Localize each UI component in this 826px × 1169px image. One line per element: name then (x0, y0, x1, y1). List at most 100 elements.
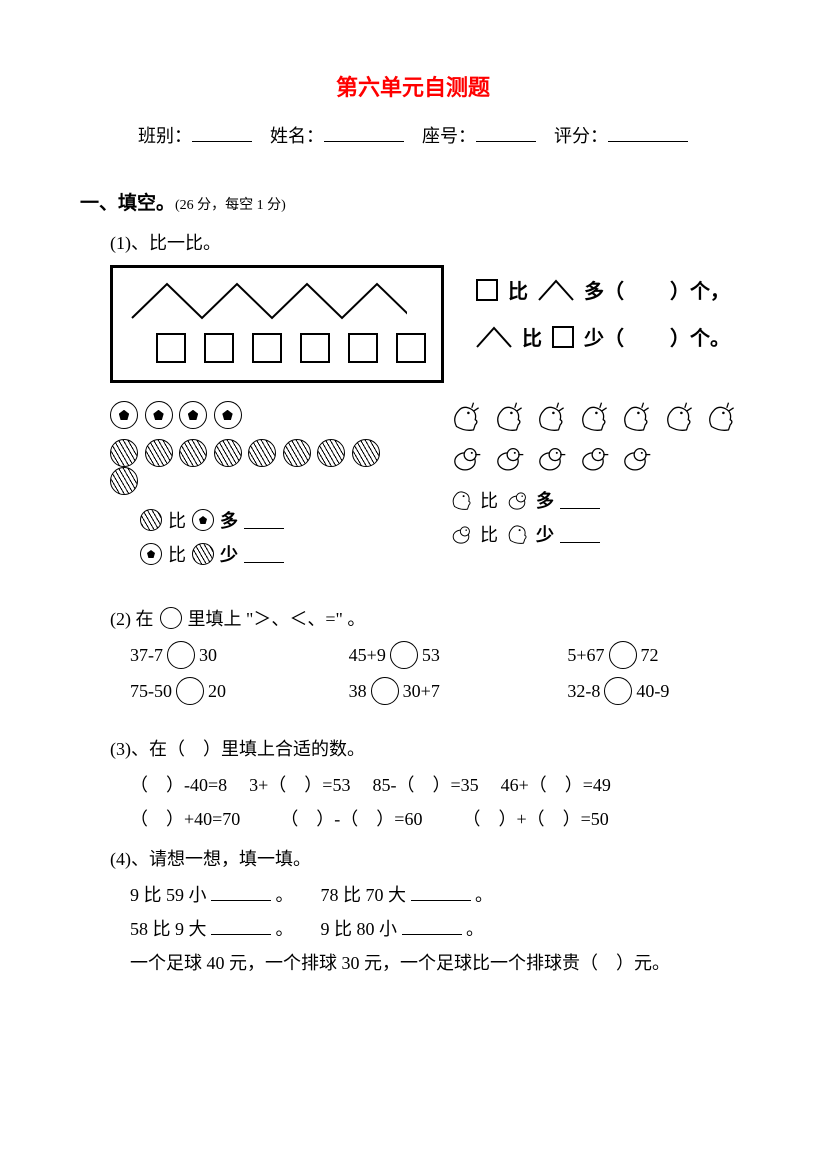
text: 78 比 70 大 (321, 885, 407, 905)
text: 。 (475, 885, 493, 905)
expr: 37-7 (130, 645, 163, 666)
hen-icon (661, 401, 695, 435)
circle-icon (160, 607, 182, 629)
text: 多 (220, 507, 238, 533)
triangle-row (127, 276, 427, 324)
volley-icon (110, 467, 138, 495)
volley-icon (214, 439, 242, 467)
q4-row3: 一个足球 40 元，一个排球 30 元，一个足球比一个排球贵（ ）元。 (130, 949, 746, 975)
blank[interactable] (211, 917, 271, 935)
blank[interactable] (402, 917, 462, 935)
q1-right-text: 比 多（ ）个， 比 少（ ）个。 (474, 265, 730, 351)
q1-l1-mid: 多（ (584, 275, 624, 304)
blank[interactable] (560, 491, 600, 509)
q3-label: (3)、在（ ）里填上合适的数。 (110, 735, 746, 761)
circle-blank[interactable] (604, 677, 632, 705)
squares-icon (127, 330, 427, 366)
circle-blank[interactable] (176, 677, 204, 705)
blank[interactable] (411, 883, 471, 901)
chick-icon (618, 441, 652, 475)
soccer-icon (192, 509, 214, 531)
blank[interactable] (244, 545, 284, 563)
q3-row1: （ ）-40=8 3+（ ）=53 85-（ ）=35 46+（ ）=49 (130, 771, 746, 797)
balls-column: 比 多 比 少 (110, 401, 408, 575)
student-info-row: 班别： 姓名： 座号： 评分： (80, 122, 746, 148)
chick-icon (576, 441, 610, 475)
seat-blank[interactable] (476, 124, 536, 142)
circle-blank[interactable] (390, 641, 418, 669)
chick-icon (448, 521, 474, 547)
blank[interactable] (244, 511, 284, 529)
q2-row2: 75-5020 3830+7 32-840-9 (130, 677, 746, 705)
q1-l2-pre: 比 (522, 322, 542, 351)
hen-icon (504, 521, 530, 547)
text: 比 (480, 521, 498, 547)
text: 。 (276, 919, 294, 939)
volley-icon (145, 439, 173, 467)
volley-row (110, 439, 408, 495)
soccer-icon (179, 401, 207, 429)
class-blank[interactable] (192, 124, 252, 142)
q1-compare-block: 比 多 比 少 (110, 401, 746, 575)
q4-row2: 58 比 9 大 。 9 比 80 小 。 (130, 915, 746, 941)
q2-row1: 37-730 45+953 5+6772 (130, 641, 746, 669)
volley-icon (179, 439, 207, 467)
text: 少 (220, 541, 238, 567)
triangle-icon (536, 277, 576, 303)
score-label: 评分： (554, 126, 608, 146)
text: 比 (168, 507, 186, 533)
text: 少 (536, 521, 554, 547)
circle-blank[interactable] (371, 677, 399, 705)
volley-icon (140, 509, 162, 531)
volley-icon (352, 439, 380, 467)
q4-row1: 9 比 59 小 。 78 比 70 大 。 (130, 881, 746, 907)
square-icon (550, 324, 576, 350)
circle-blank[interactable] (167, 641, 195, 669)
triangle-icon (474, 324, 514, 350)
chick-icon (504, 487, 530, 513)
hen-icon (703, 401, 737, 435)
expr: 75-50 (130, 681, 172, 702)
chick-icon (448, 441, 482, 475)
expr: 38 (349, 681, 367, 702)
section-1-title: 一、填空。 (80, 193, 175, 214)
expr: （ ）+40=70 (130, 805, 240, 831)
chick-icon (491, 441, 525, 475)
blank[interactable] (211, 883, 271, 901)
text: 9 比 59 小 (130, 885, 207, 905)
hen-icon (448, 401, 482, 435)
q2-label-text2: 里填上 "＞、＜、=" 。 (188, 605, 366, 631)
text: 。 (276, 885, 294, 905)
q3-row2: （ ）+40=70 （ ）-（ ）=60 （ ）+（ ）=50 (130, 805, 746, 831)
expr: 5+67 (567, 645, 604, 666)
hen-icon (533, 401, 567, 435)
expr: 85-（ ）=35 (372, 771, 478, 797)
expr: （ ）-（ ）=60 (280, 805, 422, 831)
expr: 53 (422, 645, 440, 666)
chickens-column: 比 多 比 少 (448, 401, 746, 575)
square-row (127, 330, 427, 366)
section-1-heading: 一、填空。(26 分，每空 1 分) (80, 188, 746, 215)
blank[interactable] (560, 525, 600, 543)
q1-label: (1)、比一比。 (110, 229, 746, 255)
circle-blank[interactable] (609, 641, 637, 669)
q1-l1-post: ）个， (670, 275, 730, 304)
expr: 72 (641, 645, 659, 666)
name-label: 姓名： (270, 126, 324, 146)
hen-icon (491, 401, 525, 435)
q1-shape-box (110, 265, 444, 383)
expr: 30 (199, 645, 217, 666)
expr: （ ）+（ ）=50 (462, 805, 608, 831)
expr: （ ）-40=8 (130, 771, 227, 797)
text: 9 比 80 小 (321, 919, 398, 939)
text: 比 (168, 541, 186, 567)
q2-label: (2) 在 里填上 "＞、＜、=" 。 (110, 605, 746, 631)
score-blank[interactable] (608, 124, 688, 142)
name-blank[interactable] (324, 124, 404, 142)
volley-icon (248, 439, 276, 467)
q2-label-text: (2) 在 (110, 605, 154, 631)
volley-icon (283, 439, 311, 467)
soccer-icon (145, 401, 173, 429)
expr: 32-8 (567, 681, 600, 702)
hen-icon (618, 401, 652, 435)
